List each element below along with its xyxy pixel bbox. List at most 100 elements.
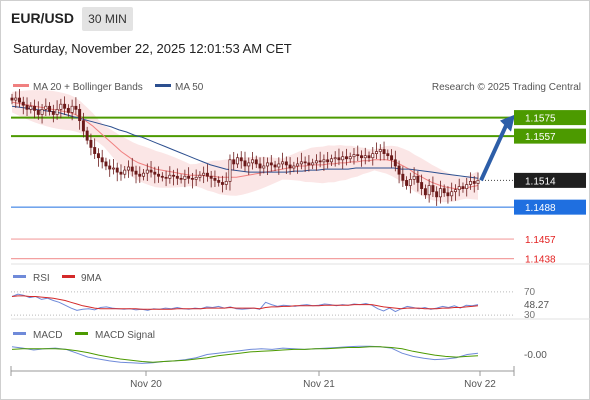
candle-body <box>36 110 40 115</box>
candle-body <box>367 155 371 159</box>
candle-body <box>111 167 115 170</box>
candle-body <box>412 175 416 180</box>
ma20-legend-label: MA 20 + Bollinger Bands <box>33 82 143 93</box>
research-credit: Research © 2025 Trading Central <box>432 82 581 93</box>
candle-body <box>258 163 262 169</box>
timeframe-button[interactable]: 30 MIN <box>82 7 133 31</box>
candle-body <box>318 160 322 163</box>
candle-body <box>157 173 161 177</box>
candle-body <box>401 173 405 181</box>
candle-body <box>164 176 168 179</box>
candle-body <box>236 157 239 165</box>
candle-body <box>393 159 397 167</box>
candle-body <box>96 153 100 159</box>
macd-legend-label: MACD <box>33 330 62 341</box>
candle-body <box>382 149 386 154</box>
candle-body <box>281 161 285 165</box>
candle-body <box>29 105 33 110</box>
rsi-ma-line <box>11 295 479 310</box>
datetime-label: Saturday, November 22, 2025 12:01:53 AM … <box>13 41 292 56</box>
candle-body <box>18 97 21 103</box>
candle-body <box>284 161 288 166</box>
candle-body <box>187 175 191 179</box>
candle-body <box>63 103 67 109</box>
support-label: 1.1438 <box>525 255 556 266</box>
candle-body <box>89 139 93 148</box>
candle-body <box>386 153 390 157</box>
candle-body <box>93 147 97 154</box>
rsi-line <box>11 293 479 313</box>
candle-body <box>251 159 254 164</box>
candle-body <box>472 181 476 184</box>
pair-title: EUR/USD <box>11 10 75 26</box>
macd-signal-line <box>11 346 479 363</box>
rsi-legend-label: RSI <box>33 273 50 284</box>
ma20-legend-swatch <box>13 84 29 87</box>
macd-current-value: -0.00 <box>524 350 547 361</box>
resistance-label: 1.1575 <box>525 114 556 125</box>
candle-body <box>220 182 224 185</box>
candle-body <box>269 162 273 166</box>
candle-body <box>277 163 281 168</box>
candle-body <box>145 169 149 174</box>
candle-body <box>108 165 112 170</box>
candle-body <box>134 170 138 175</box>
candle-body <box>247 162 251 167</box>
candle-body <box>183 175 187 180</box>
candle-body <box>453 189 457 193</box>
current-price-label: 1.1514 <box>525 176 556 187</box>
candle-body <box>224 181 228 185</box>
candle-body <box>341 156 345 161</box>
candle-body <box>273 164 277 168</box>
candle-body <box>138 173 142 177</box>
bollinger-band <box>12 90 478 203</box>
candle-body <box>127 166 130 171</box>
x-tick-label: Nov 21 <box>303 379 335 390</box>
rsi-ma-legend-swatch <box>62 275 75 278</box>
candle-body <box>326 159 330 163</box>
candle-body <box>175 175 179 179</box>
macd-signal-legend-label: MACD Signal <box>95 330 155 341</box>
candle-body <box>333 157 337 160</box>
candle-body <box>104 161 108 167</box>
candle-body <box>322 159 326 163</box>
rsi-current-value: 48.27 <box>524 300 549 311</box>
candle-body <box>74 105 78 110</box>
candle-body <box>142 172 146 177</box>
candle-body <box>296 163 300 167</box>
resistance-label: 1.1557 <box>525 132 556 143</box>
candle-body <box>266 162 270 167</box>
candle-body <box>44 105 48 110</box>
candle-body <box>457 186 461 190</box>
macd-legend-swatch <box>13 332 26 335</box>
ma50-legend-label: MA 50 <box>175 82 204 93</box>
candle-body <box>190 177 194 180</box>
candle-body <box>292 165 296 169</box>
candle-body <box>168 174 172 179</box>
candle-body <box>172 174 176 177</box>
candle-body <box>378 149 382 152</box>
candle-body <box>78 109 82 122</box>
candle-body <box>66 107 70 113</box>
candle-body <box>160 175 164 178</box>
candle-body <box>352 154 356 158</box>
ma50-legend-swatch <box>155 84 171 87</box>
candle-body <box>10 97 14 101</box>
support-label: 1.1457 <box>525 235 556 246</box>
current-price-label-bg <box>514 172 586 188</box>
candle-body <box>153 171 157 175</box>
macd-line <box>11 345 479 364</box>
candle-body <box>288 164 292 169</box>
candle-body <box>435 191 439 198</box>
candle-body <box>311 162 315 166</box>
candle-body <box>202 172 206 176</box>
candle-body <box>179 177 183 180</box>
candle-body <box>243 160 247 167</box>
candle-body <box>254 159 258 165</box>
rsi-ma-legend-label: 9MA <box>81 273 102 284</box>
candle-body <box>262 165 266 169</box>
candle-body <box>431 185 435 193</box>
x-tick-label: Nov 20 <box>130 379 162 390</box>
candle-body <box>307 162 311 166</box>
candle-body <box>33 105 37 111</box>
